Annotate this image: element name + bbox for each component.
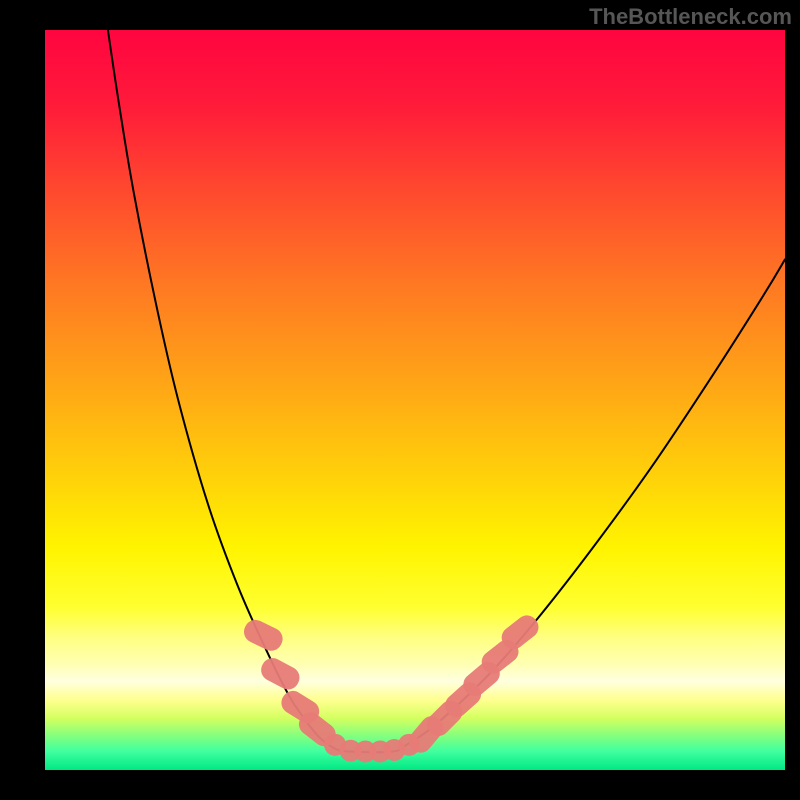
watermark-label: TheBottleneck.com	[589, 4, 792, 30]
bottleneck-chart	[0, 0, 800, 800]
gradient-background	[45, 30, 785, 770]
chart-container: TheBottleneck.com	[0, 0, 800, 800]
